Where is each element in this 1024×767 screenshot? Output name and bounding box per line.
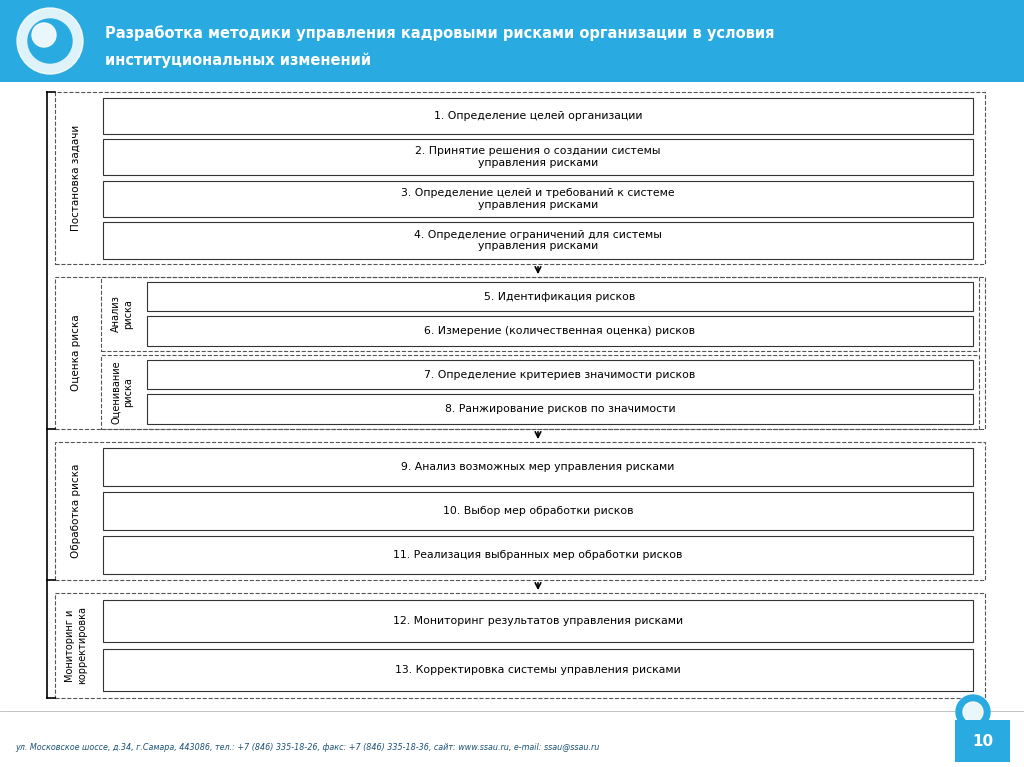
FancyBboxPatch shape (0, 0, 1024, 82)
Bar (55, 593, 985, 698)
Text: 1. Определение целей организации: 1. Определение целей организации (434, 110, 642, 120)
Text: Оценка риска: Оценка риска (71, 314, 81, 391)
Text: Мониторинг и
корректировка: Мониторинг и корректировка (66, 607, 87, 684)
Bar (147, 282, 973, 311)
Circle shape (17, 8, 83, 74)
Text: Оценивание
риска: Оценивание риска (112, 360, 133, 424)
Bar (147, 394, 973, 424)
Bar (55, 277, 985, 429)
Bar (103, 181, 973, 217)
Text: 11. Реализация выбранных мер обработки рисков: 11. Реализация выбранных мер обработки р… (393, 550, 683, 560)
Bar (103, 139, 973, 175)
Text: 8. Ранжирование рисков по значимости: 8. Ранжирование рисков по значимости (444, 404, 675, 414)
Text: ул. Московское шоссе, д.34, г.Самара, 443086, тел.: +7 (846) 335-18-26, факс: +7: ул. Московское шоссе, д.34, г.Самара, 44… (15, 743, 599, 752)
Text: 7. Определение критериев значимости рисков: 7. Определение критериев значимости риск… (424, 370, 695, 380)
Circle shape (963, 702, 983, 722)
Circle shape (956, 695, 990, 729)
Text: 4. Определение ограничений для системы
управления рисками: 4. Определение ограничений для системы у… (414, 229, 662, 252)
Bar (103, 649, 973, 691)
Text: 2. Принятие решения о создании системы
управления рисками: 2. Принятие решения о создании системы у… (416, 146, 660, 168)
Text: 3. Определение целей и требований к системе
управления рисками: 3. Определение целей и требований к сист… (401, 188, 675, 209)
Bar (103, 448, 973, 486)
Bar (55, 442, 985, 580)
Text: 10. Выбор мер обработки рисков: 10. Выбор мер обработки рисков (442, 506, 633, 516)
Text: 10: 10 (972, 733, 993, 749)
FancyBboxPatch shape (955, 720, 1010, 762)
Circle shape (32, 23, 56, 47)
Bar (103, 536, 973, 574)
Bar (103, 222, 973, 258)
Text: 12. Мониторинг результатов управления рисками: 12. Мониторинг результатов управления ри… (393, 616, 683, 626)
Text: Обработка риска: Обработка риска (71, 464, 81, 558)
Bar (103, 600, 973, 642)
Bar (101, 355, 979, 429)
Circle shape (28, 19, 72, 63)
Text: Постановка задачи: Постановка задачи (71, 125, 81, 231)
Text: 9. Анализ возможных мер управления рисками: 9. Анализ возможных мер управления риска… (401, 462, 675, 472)
Bar (103, 97, 973, 133)
Bar (101, 277, 979, 351)
Bar (147, 317, 973, 346)
Text: Анализ
риска: Анализ риска (112, 295, 133, 332)
Text: 5. Идентификация рисков: 5. Идентификация рисков (484, 291, 636, 301)
Bar (55, 92, 985, 264)
Bar (147, 360, 973, 390)
Text: Разработка методики управления кадровыми рисками организации в условия: Разработка методики управления кадровыми… (105, 25, 774, 41)
Text: институциональных изменений: институциональных изменений (105, 52, 371, 67)
Bar (103, 492, 973, 530)
Text: 13. Корректировка системы управления рисками: 13. Корректировка системы управления рис… (395, 665, 681, 675)
Text: 6. Измерение (количественная оценка) рисков: 6. Измерение (количественная оценка) рис… (425, 326, 695, 336)
